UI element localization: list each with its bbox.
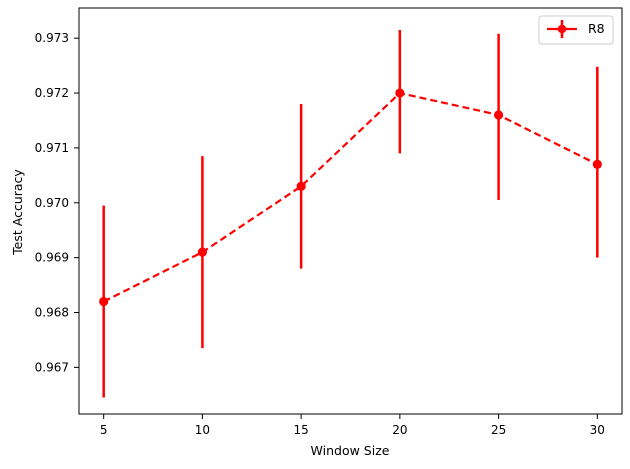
x-axis-label: Window Size: [311, 443, 390, 458]
x-tick-label: 15: [293, 423, 308, 437]
x-tick-label: 20: [392, 423, 407, 437]
x-tick-label: 10: [195, 423, 210, 437]
data-point: [197, 247, 208, 257]
data-point: [296, 181, 306, 191]
data-point: [99, 296, 109, 307]
y-tick-label: 0.968: [35, 306, 69, 320]
legend-series-label: R8: [588, 21, 605, 36]
axis-layer: 5 10 15 20 25 30 0.967 0.968 0.969 0.970 0.971 0.97…: [35, 7, 623, 437]
data-point: [592, 159, 602, 169]
y-tick-label: 0.967: [35, 360, 69, 374]
plot-layer: [99, 29, 602, 398]
plot-frame: [78, 7, 623, 415]
series-line-r8: [103, 91, 598, 303]
data-point: [493, 110, 504, 120]
data-point: [395, 88, 405, 98]
legend-marker: [557, 24, 567, 34]
legend: R8: [538, 15, 614, 45]
y-axis-label: Test Accuracy: [10, 169, 25, 256]
x-tick-label: 25: [491, 423, 506, 437]
y-tick-label: 0.970: [35, 196, 69, 210]
y-tick-label: 0.972: [35, 86, 69, 100]
x-tick-label: 30: [590, 423, 605, 437]
y-tick-label: 0.971: [35, 141, 69, 155]
y-tick-label: 0.969: [35, 251, 69, 265]
y-tick-label: 0.973: [35, 31, 69, 45]
x-tick-label: 5: [100, 423, 108, 437]
